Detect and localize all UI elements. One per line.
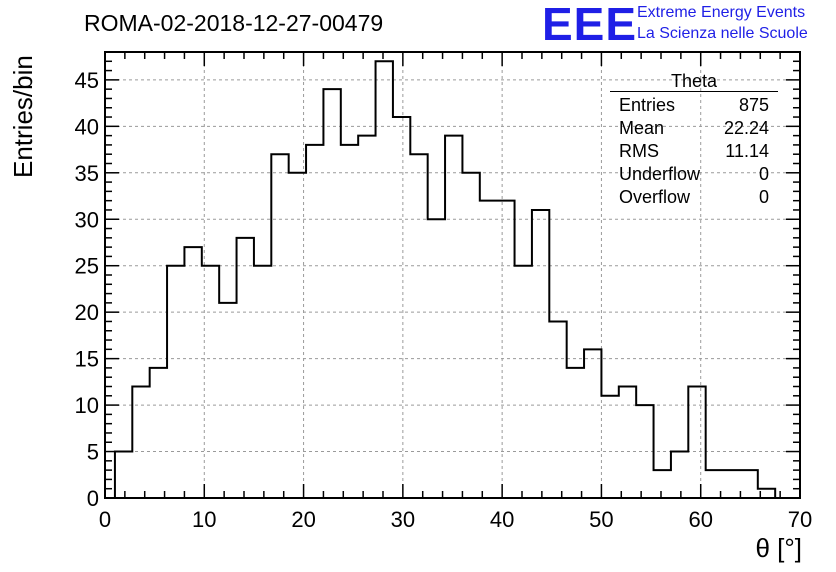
stats-value: 875 (738, 95, 769, 115)
y-tick-label: 35 (75, 161, 99, 186)
axis-ticks (104, 51, 801, 499)
x-tick-label: 0 (99, 507, 111, 532)
y-tick-label: 45 (75, 68, 99, 93)
x-axis-label: θ [°] (755, 533, 802, 563)
stats-value: 11.14 (725, 141, 769, 161)
logo-line-1: Extreme Energy Events (637, 4, 806, 21)
grid-lines (105, 52, 800, 498)
histogram-series-theta (113, 60, 800, 499)
stats-label: RMS (619, 141, 659, 161)
stats-row-overflow: Overflow 0 (610, 186, 778, 209)
stats-box: Theta Entries 875 Mean 22.24 RMS 11.14 U… (610, 71, 778, 209)
stats-label: Mean (619, 118, 665, 138)
x-tick-label: 50 (589, 507, 613, 532)
stats-row-mean: Mean 22.24 (610, 117, 778, 140)
stats-row-rms: RMS 11.14 (610, 140, 778, 163)
y-tick-label: 5 (87, 440, 99, 465)
tick-labels: 0 10 20 30 40 50 60 70 0 5 10 15 20 25 30 35 40 45 (75, 68, 813, 532)
chart-title: ROMA-02-2018-12-27-00479 (84, 10, 384, 36)
y-tick-label: 0 (87, 486, 99, 511)
stats-row-entries: Entries 875 (610, 94, 778, 117)
stats-value: 22.24 (723, 118, 769, 138)
logo-line-2: La Scienza nelle Scuole (637, 25, 808, 42)
y-tick-label: 30 (75, 207, 99, 232)
stats-label: Overflow (619, 187, 691, 207)
stats-value: 0 (758, 164, 769, 184)
stats-divider (610, 91, 778, 92)
x-tick-label: 40 (490, 507, 514, 532)
x-tick-label: 20 (291, 507, 315, 532)
stats-row-underflow: Underflow 0 (610, 163, 778, 186)
logo-mark: EEE (542, 0, 638, 50)
y-axis-label: Entries/bin (8, 55, 38, 178)
stats-label: Underflow (619, 164, 701, 184)
x-tick-label: 60 (688, 507, 712, 532)
y-tick-label: 40 (75, 114, 99, 139)
y-tick-label: 20 (75, 300, 99, 325)
y-tick-label: 25 (75, 254, 99, 279)
stats-value: 0 (758, 187, 769, 207)
stats-label: Entries (619, 95, 676, 115)
x-tick-label: 70 (788, 507, 812, 532)
x-tick-label: 10 (192, 507, 216, 532)
x-tick-label: 30 (391, 507, 415, 532)
y-tick-label: 15 (75, 347, 99, 372)
stats-title: Theta (670, 71, 718, 91)
y-tick-label: 10 (75, 393, 99, 418)
